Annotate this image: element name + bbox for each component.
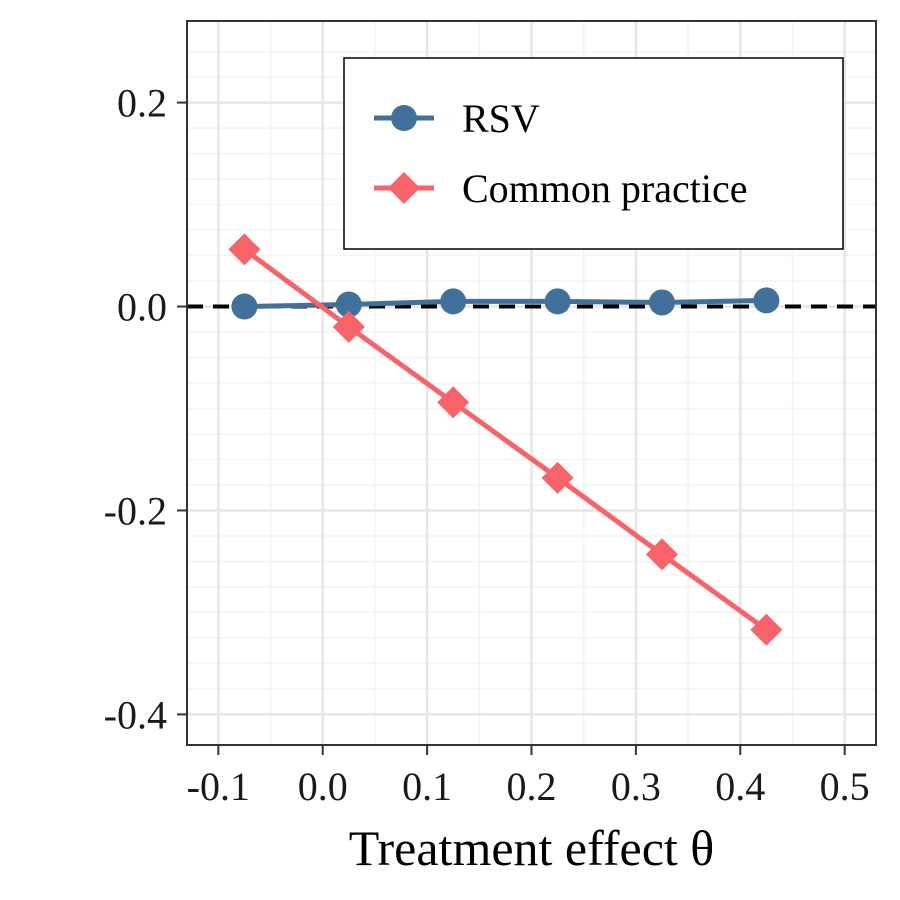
point-rsv-3 xyxy=(544,288,571,315)
legend-label-rsv: RSV xyxy=(462,96,540,141)
legend: RSV Common practice xyxy=(343,57,844,250)
series-line-rsv xyxy=(244,297,767,310)
x-tick-label-5: 0.4 xyxy=(715,764,765,809)
point-rsv-1 xyxy=(335,291,362,318)
legend-label-common-practice: Common practice xyxy=(462,166,747,211)
y-tick-label-1: -0.2 xyxy=(104,488,167,533)
point-common-practice-3 xyxy=(541,461,574,494)
point-rsv-4 xyxy=(648,289,675,316)
series-line-common-practice xyxy=(242,247,768,632)
point-rsv-0 xyxy=(231,293,258,320)
y-tick-label-0: -0.4 xyxy=(104,692,167,737)
x-tick-label-6: 0.5 xyxy=(820,764,870,809)
series-layer xyxy=(228,233,783,646)
point-common-practice-5 xyxy=(750,613,783,646)
x-tick-label-0: -0.1 xyxy=(187,764,250,809)
x-tick-label-4: 0.3 xyxy=(611,764,661,809)
point-rsv-2 xyxy=(440,288,467,315)
point-common-practice-1 xyxy=(332,310,365,343)
point-common-practice-0 xyxy=(228,233,261,266)
point-common-practice-2 xyxy=(437,386,470,419)
legend-key-marker-rsv xyxy=(391,105,417,131)
x-tick-label-1: 0.0 xyxy=(298,764,348,809)
legend-box xyxy=(343,57,844,250)
legend-key-marker-common-practice xyxy=(388,172,420,204)
x-axis-title: Treatment effect θ xyxy=(349,820,715,876)
y-tick-label-2: 0.0 xyxy=(117,285,167,330)
point-rsv-5 xyxy=(753,287,780,314)
x-tick-label-2: 0.1 xyxy=(402,764,452,809)
point-common-practice-4 xyxy=(645,538,678,571)
x-tick-label-3: 0.2 xyxy=(507,764,557,809)
y-tick-label-3: 0.2 xyxy=(117,81,167,126)
x-axis: -0.1 0.0 0.1 0.2 0.3 0.4 0.5 xyxy=(187,745,870,809)
y-axis: -0.4 -0.2 0.0 0.2 xyxy=(104,81,187,737)
